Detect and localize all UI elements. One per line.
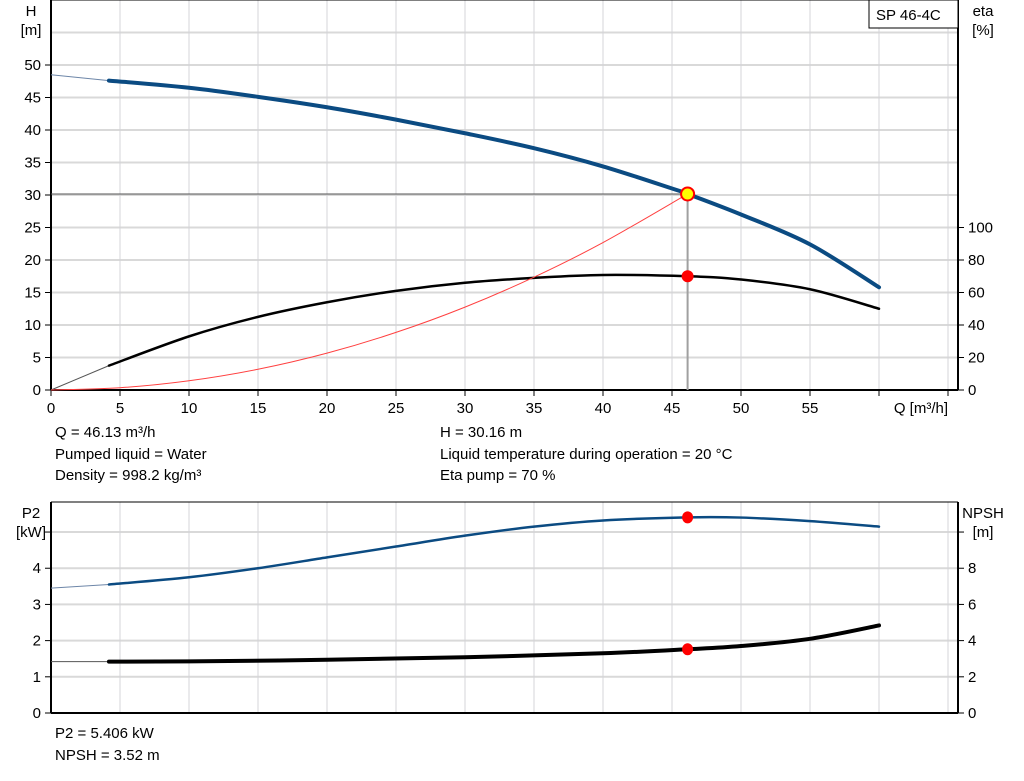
y-right-tick-label: 2 — [968, 669, 976, 686]
y-right-label: eta — [973, 3, 995, 20]
y-right-tick-label: 20 — [968, 350, 985, 367]
npsh-operating-point — [682, 643, 694, 656]
eta-operating-point — [681, 270, 694, 283]
p2-curve-extension — [50, 584, 109, 589]
pump-label: SP 46-4C — [876, 7, 941, 24]
y-right-tick-label: 6 — [968, 596, 976, 613]
h-curve — [106, 78, 881, 290]
y-left-tick-label: 10 — [24, 317, 41, 334]
y-left-tick-label: 45 — [24, 90, 41, 107]
x-tick-label: 30 — [457, 400, 474, 417]
y-left-unit: [kW] — [16, 524, 46, 541]
x-tick-label: 40 — [595, 400, 612, 417]
x-tick-label: 5 — [116, 400, 124, 417]
x-tick-label: 15 — [250, 400, 267, 417]
y-left-tick-label: 2 — [33, 633, 41, 650]
x-tick-label: 55 — [802, 400, 819, 417]
x-tick-label: 50 — [733, 400, 750, 417]
y-left-tick-label: 35 — [24, 155, 41, 172]
y-right-tick-label: 80 — [968, 252, 985, 269]
y-right-tick-label: 4 — [968, 633, 976, 650]
y-left-tick-label: 30 — [24, 187, 41, 204]
info-h: H = 30.16 m — [440, 424, 523, 441]
h-curve-extension — [50, 74, 110, 82]
y-left-tick-label: 20 — [24, 252, 41, 269]
head-efficiency-chart: 0 5 10 15 20 25 30 35 40 45 50 0 20 40 60 80 100 0 5 10 15 20… — [21, 0, 995, 417]
x-tick-label: 0 — [47, 400, 55, 417]
y-right-tick-label: 100 — [968, 220, 993, 237]
y-right-tick-label: 8 — [968, 560, 976, 577]
info-density: Density = 998.2 kg/m³ — [55, 467, 202, 484]
npsh-curve — [106, 623, 881, 664]
x-tick-label: 20 — [319, 400, 336, 417]
y-left-unit: [m] — [21, 22, 42, 39]
y-left-tick-label: 0 — [33, 705, 41, 722]
y-left-tick-label: 5 — [33, 350, 41, 367]
y-right-tick-label: 60 — [968, 285, 985, 302]
eta-curve-extension — [50, 365, 110, 391]
info-q: Q = 46.13 m³/h — [55, 424, 156, 441]
y-left-tick-label: 40 — [24, 122, 41, 139]
x-tick-label: 45 — [664, 400, 681, 417]
y-left-tick-label: 3 — [33, 596, 41, 613]
info-eta: Eta pump = 70 % — [440, 467, 556, 484]
y-left-tick-label: 50 — [24, 57, 41, 74]
x-tick-label: 35 — [526, 400, 543, 417]
y-right-unit: [%] — [972, 22, 994, 39]
info-temperature: Liquid temperature during operation = 20… — [440, 446, 733, 463]
y-left-label: P2 — [22, 505, 40, 522]
y-left-tick-label: 4 — [33, 560, 41, 577]
x-tick-label: 25 — [388, 400, 405, 417]
eta-curve — [107, 273, 881, 367]
y-right-tick-label: 0 — [968, 705, 976, 722]
info-p2: P2 = 5.406 kW — [55, 725, 154, 742]
p2-curve — [107, 515, 881, 586]
pump-label-box — [868, 0, 959, 29]
p2-operating-point — [682, 511, 694, 524]
info-liquid: Pumped liquid = Water — [55, 446, 207, 463]
y-left-tick-label: 1 — [33, 669, 41, 686]
y-left-tick-label: 0 — [33, 382, 41, 399]
y-left-tick-label: 15 — [24, 285, 41, 302]
operating-point — [680, 186, 696, 202]
x-tick-label: 10 — [181, 400, 198, 417]
y-right-tick-label: 0 — [968, 382, 976, 399]
y-right-label: NPSH — [962, 505, 1004, 522]
system-curve — [50, 193, 688, 391]
y-left-tick-label: 25 — [24, 220, 41, 237]
info-npsh: NPSH = 3.52 m — [55, 747, 160, 764]
y-right-tick-label: 40 — [968, 317, 985, 334]
power-npsh-chart: 0 1 2 3 4 0 2 4 6 8 P2 [kW] NPSH [m] — [16, 501, 1004, 722]
y-left-label: H — [26, 3, 37, 20]
x-axis-label: Q [m³/h] — [894, 400, 948, 417]
y-right-unit: [m] — [973, 524, 994, 541]
